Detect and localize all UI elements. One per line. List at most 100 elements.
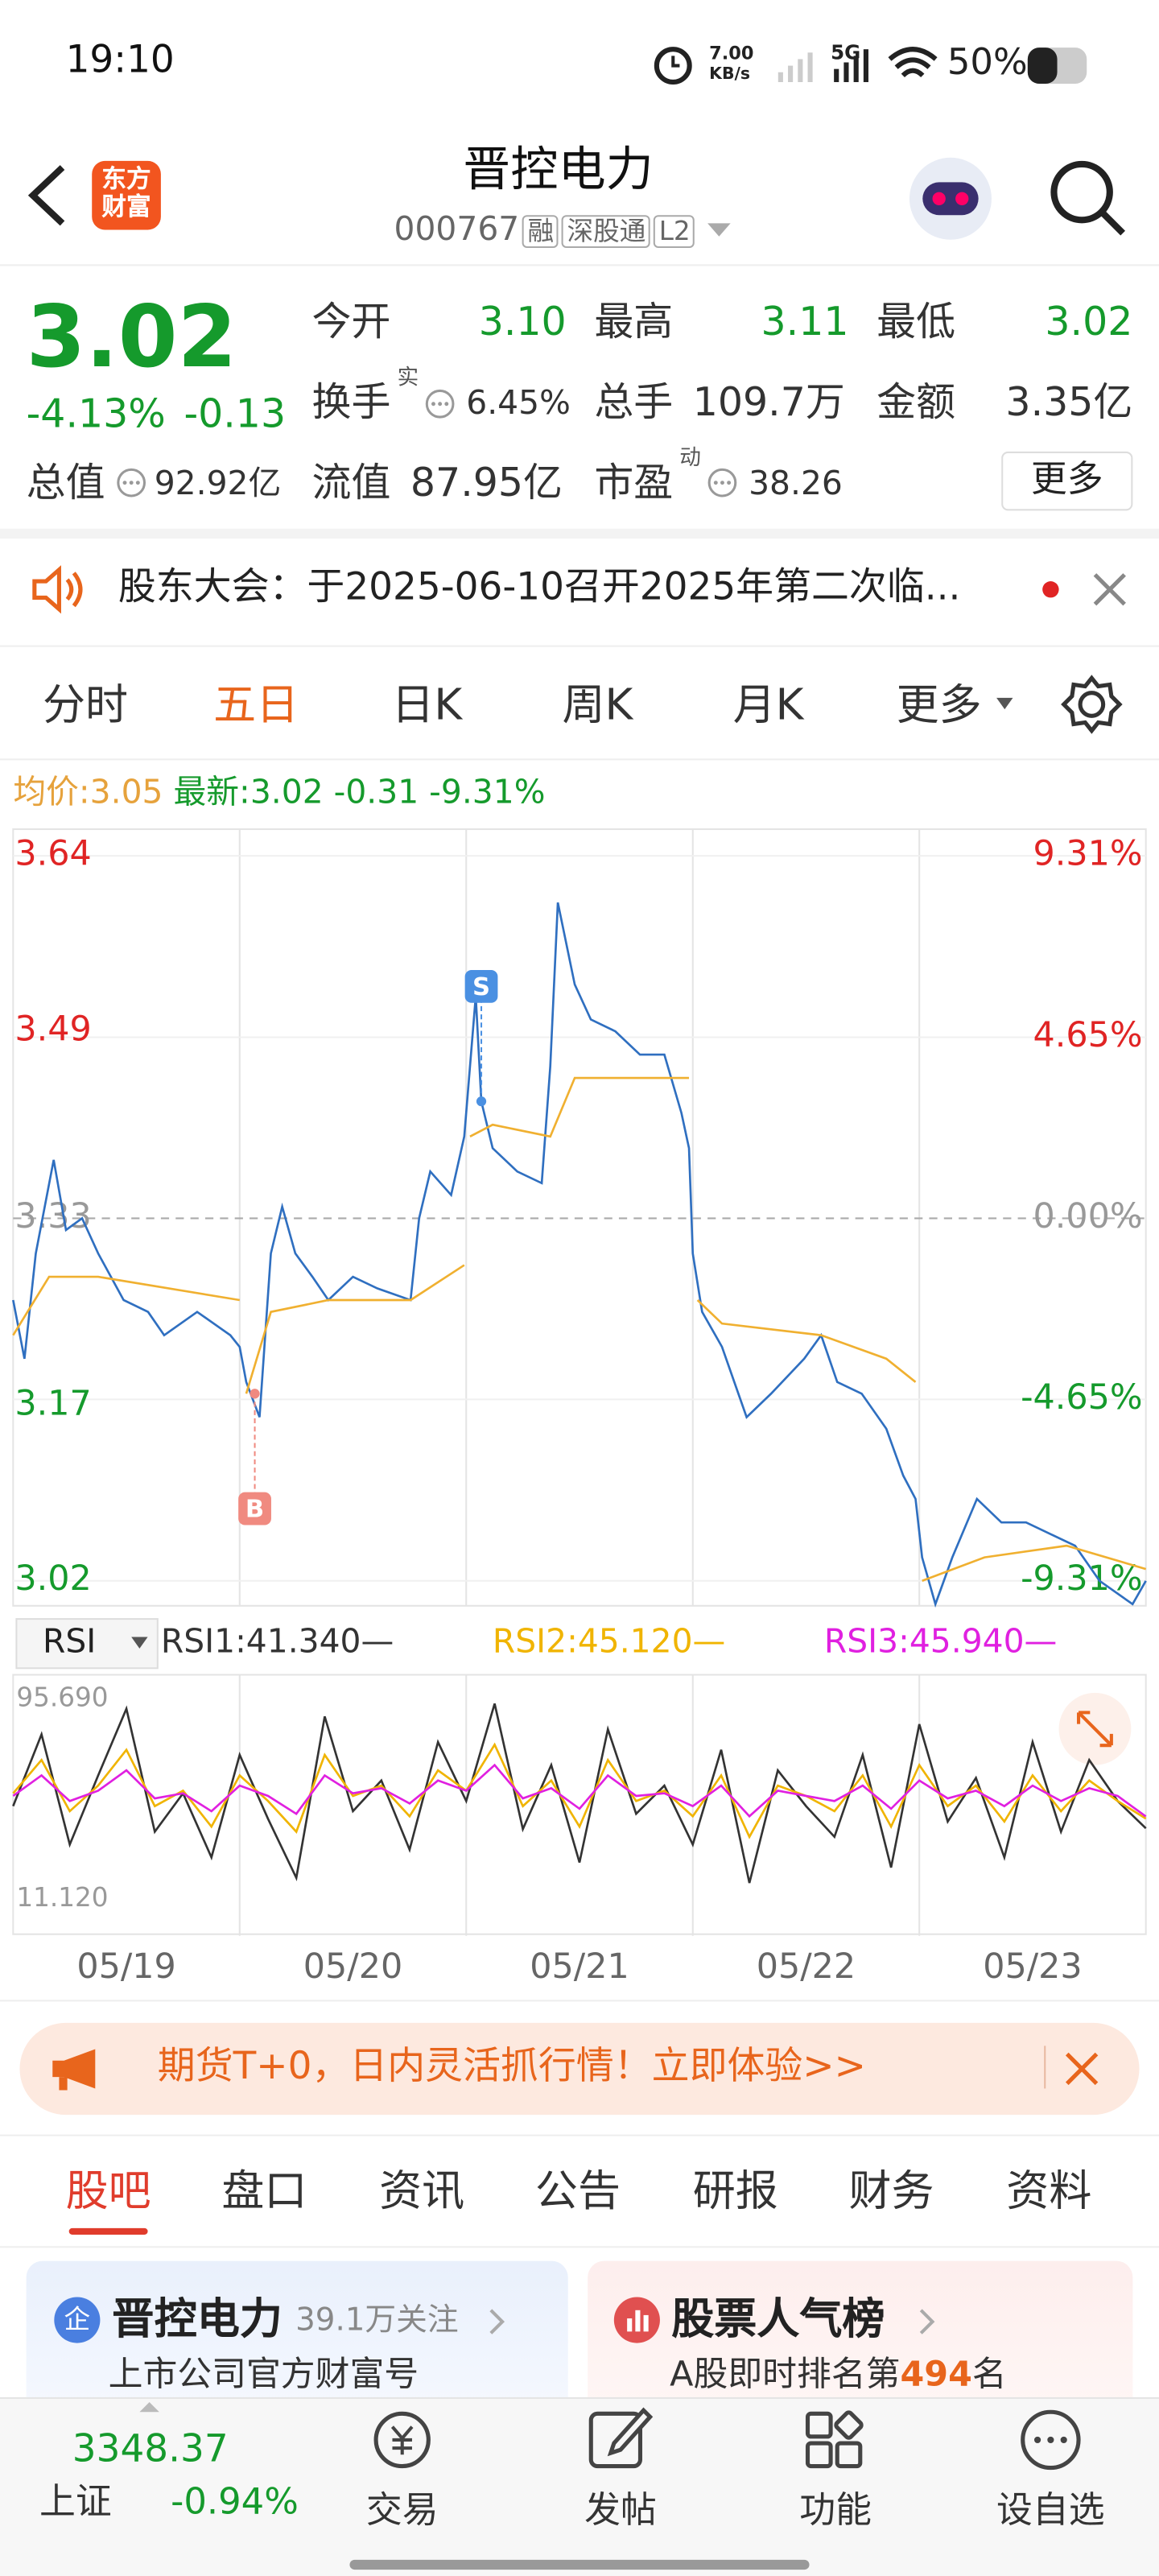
- chart-tab[interactable]: 更多: [896, 681, 982, 731]
- field-label: 总值: [26, 460, 105, 506]
- chart-tab[interactable]: 月K: [732, 681, 804, 731]
- notice-text[interactable]: 股东大会：于2025-06-10召开2025年第二次临...: [118, 566, 961, 609]
- content-tab[interactable]: 资讯: [379, 2167, 465, 2217]
- field-label: 今开: [311, 299, 391, 345]
- divider: [0, 528, 1159, 539]
- latest-label: 最新:: [173, 771, 250, 811]
- promo-banner[interactable]: [19, 2022, 1140, 2116]
- change-pct: -4.13%: [26, 390, 166, 437]
- y2-tick-label: 9.31%: [1033, 834, 1143, 874]
- info-icon[interactable]: [706, 466, 739, 499]
- promo-text[interactable]: 期货T+0，日内灵活抓行情！立即体验>>: [157, 2046, 866, 2089]
- index-name: 上证: [39, 2482, 112, 2524]
- field-value: 3.11: [761, 299, 849, 345]
- field-value: 3.10: [478, 299, 567, 345]
- field-label: 市盈: [594, 460, 674, 506]
- info-icon[interactable]: [115, 466, 148, 499]
- divider: [0, 2134, 1159, 2136]
- content-tab[interactable]: 研报: [692, 2167, 778, 2217]
- close-button[interactable]: [1090, 570, 1129, 609]
- net-speed: 7.00: [709, 43, 754, 64]
- chart-tab[interactable]: 日K: [391, 681, 463, 731]
- last-price: 3.02: [26, 288, 237, 388]
- chart-tab[interactable]: 周K: [562, 681, 633, 731]
- field-value: 109.7万: [692, 379, 845, 426]
- y-tick-label: 3.49: [14, 1009, 91, 1050]
- content-tab[interactable]: 盘口: [221, 2167, 307, 2217]
- robot-avatar[interactable]: [903, 153, 998, 245]
- more-button[interactable]: 更多: [1001, 451, 1133, 511]
- x-tick-label: 05/22: [757, 1946, 856, 1987]
- function-icon[interactable]: [801, 2407, 870, 2473]
- nav-label[interactable]: 交易: [365, 2491, 439, 2533]
- marker-badge: [464, 970, 498, 1003]
- avg-value: 3.05: [89, 771, 163, 811]
- tag: 融: [522, 215, 559, 248]
- content-tab[interactable]: 资料: [1006, 2167, 1092, 2217]
- post-icon[interactable]: [584, 2404, 657, 2473]
- watchlist-icon[interactable]: [1018, 2407, 1084, 2473]
- close-button[interactable]: [1062, 2049, 1102, 2088]
- marker-point: [250, 1389, 260, 1399]
- indicator-select[interactable]: [15, 1618, 159, 1670]
- field-value: 3.35亿: [1005, 379, 1133, 426]
- x-tick-label: 05/21: [530, 1946, 629, 1987]
- info-icon[interactable]: [423, 387, 456, 420]
- chevron: [489, 2309, 505, 2334]
- expand-icon[interactable]: [1077, 1711, 1113, 1748]
- y2-tick-label: 0.00%: [1033, 1196, 1143, 1236]
- trade-icon[interactable]: [365, 2407, 440, 2473]
- legend-entry: RSI2:45.120—: [493, 1622, 725, 1661]
- card-extra: 39.1万关注: [295, 2301, 459, 2339]
- series-line: [12, 1742, 1147, 1839]
- card-icon: [613, 2297, 660, 2343]
- megaphone-icon: [52, 2049, 96, 2091]
- subtitle-text: A股即时排名第: [670, 2354, 901, 2394]
- back-button[interactable]: [23, 161, 72, 230]
- latest-change: -0.31: [333, 771, 419, 811]
- y-tick-label: 3.64: [14, 834, 91, 874]
- field-sup: 实: [397, 365, 419, 391]
- chevron: [919, 2309, 935, 2334]
- x-tick-label: 05/20: [303, 1946, 402, 1987]
- card-icon-text: 企: [64, 2303, 91, 2335]
- speaker-icon: [32, 565, 83, 614]
- search-button[interactable]: [1044, 155, 1129, 240]
- chart-tab[interactable]: 分时: [43, 681, 129, 731]
- y-tick-label: 95.690: [16, 1682, 108, 1712]
- series-line: [12, 902, 1147, 1608]
- field-label: 最高: [594, 299, 674, 345]
- y-tick-label: 3.33: [14, 1196, 91, 1236]
- net-unit: KB/s: [709, 65, 751, 85]
- indicator-name: RSI: [43, 1622, 96, 1661]
- dropdown-arrow[interactable]: [131, 1637, 148, 1649]
- legend-entry: RSI3:45.940—: [824, 1622, 1057, 1661]
- x-tick-label: 05/19: [76, 1946, 175, 1987]
- content-tab[interactable]: 公告: [534, 2167, 621, 2217]
- series-line: [12, 1076, 1147, 1583]
- y2-tick-label: -9.31%: [1021, 1558, 1143, 1599]
- dropdown-arrow[interactable]: [706, 220, 732, 239]
- unread-dot: [1042, 581, 1059, 598]
- logo-text: 东方: [101, 163, 151, 194]
- nav-label[interactable]: 功能: [799, 2491, 872, 2533]
- home-indicator: [349, 2559, 810, 2570]
- content-tab[interactable]: 财务: [848, 2167, 934, 2217]
- content-tab[interactable]: 股吧: [65, 2167, 151, 2217]
- card-icon: [54, 2297, 101, 2343]
- rank-value: 494: [900, 2354, 972, 2394]
- settings-button[interactable]: [1061, 673, 1124, 736]
- nav-label[interactable]: 发帖: [584, 2491, 657, 2533]
- x-tick-label: 05/23: [983, 1946, 1082, 1987]
- y-tick-label: 3.02: [14, 1558, 91, 1599]
- network-type: 5G: [831, 40, 861, 64]
- dropdown-arrow[interactable]: [995, 696, 1014, 712]
- chart-tab[interactable]: 五日: [213, 681, 299, 731]
- nav-label[interactable]: 设自选: [996, 2491, 1105, 2533]
- divider: [0, 758, 1159, 761]
- bottom-nav: [0, 2396, 1159, 2576]
- indicator-frame: [12, 1674, 1147, 1935]
- divider: [0, 645, 1159, 647]
